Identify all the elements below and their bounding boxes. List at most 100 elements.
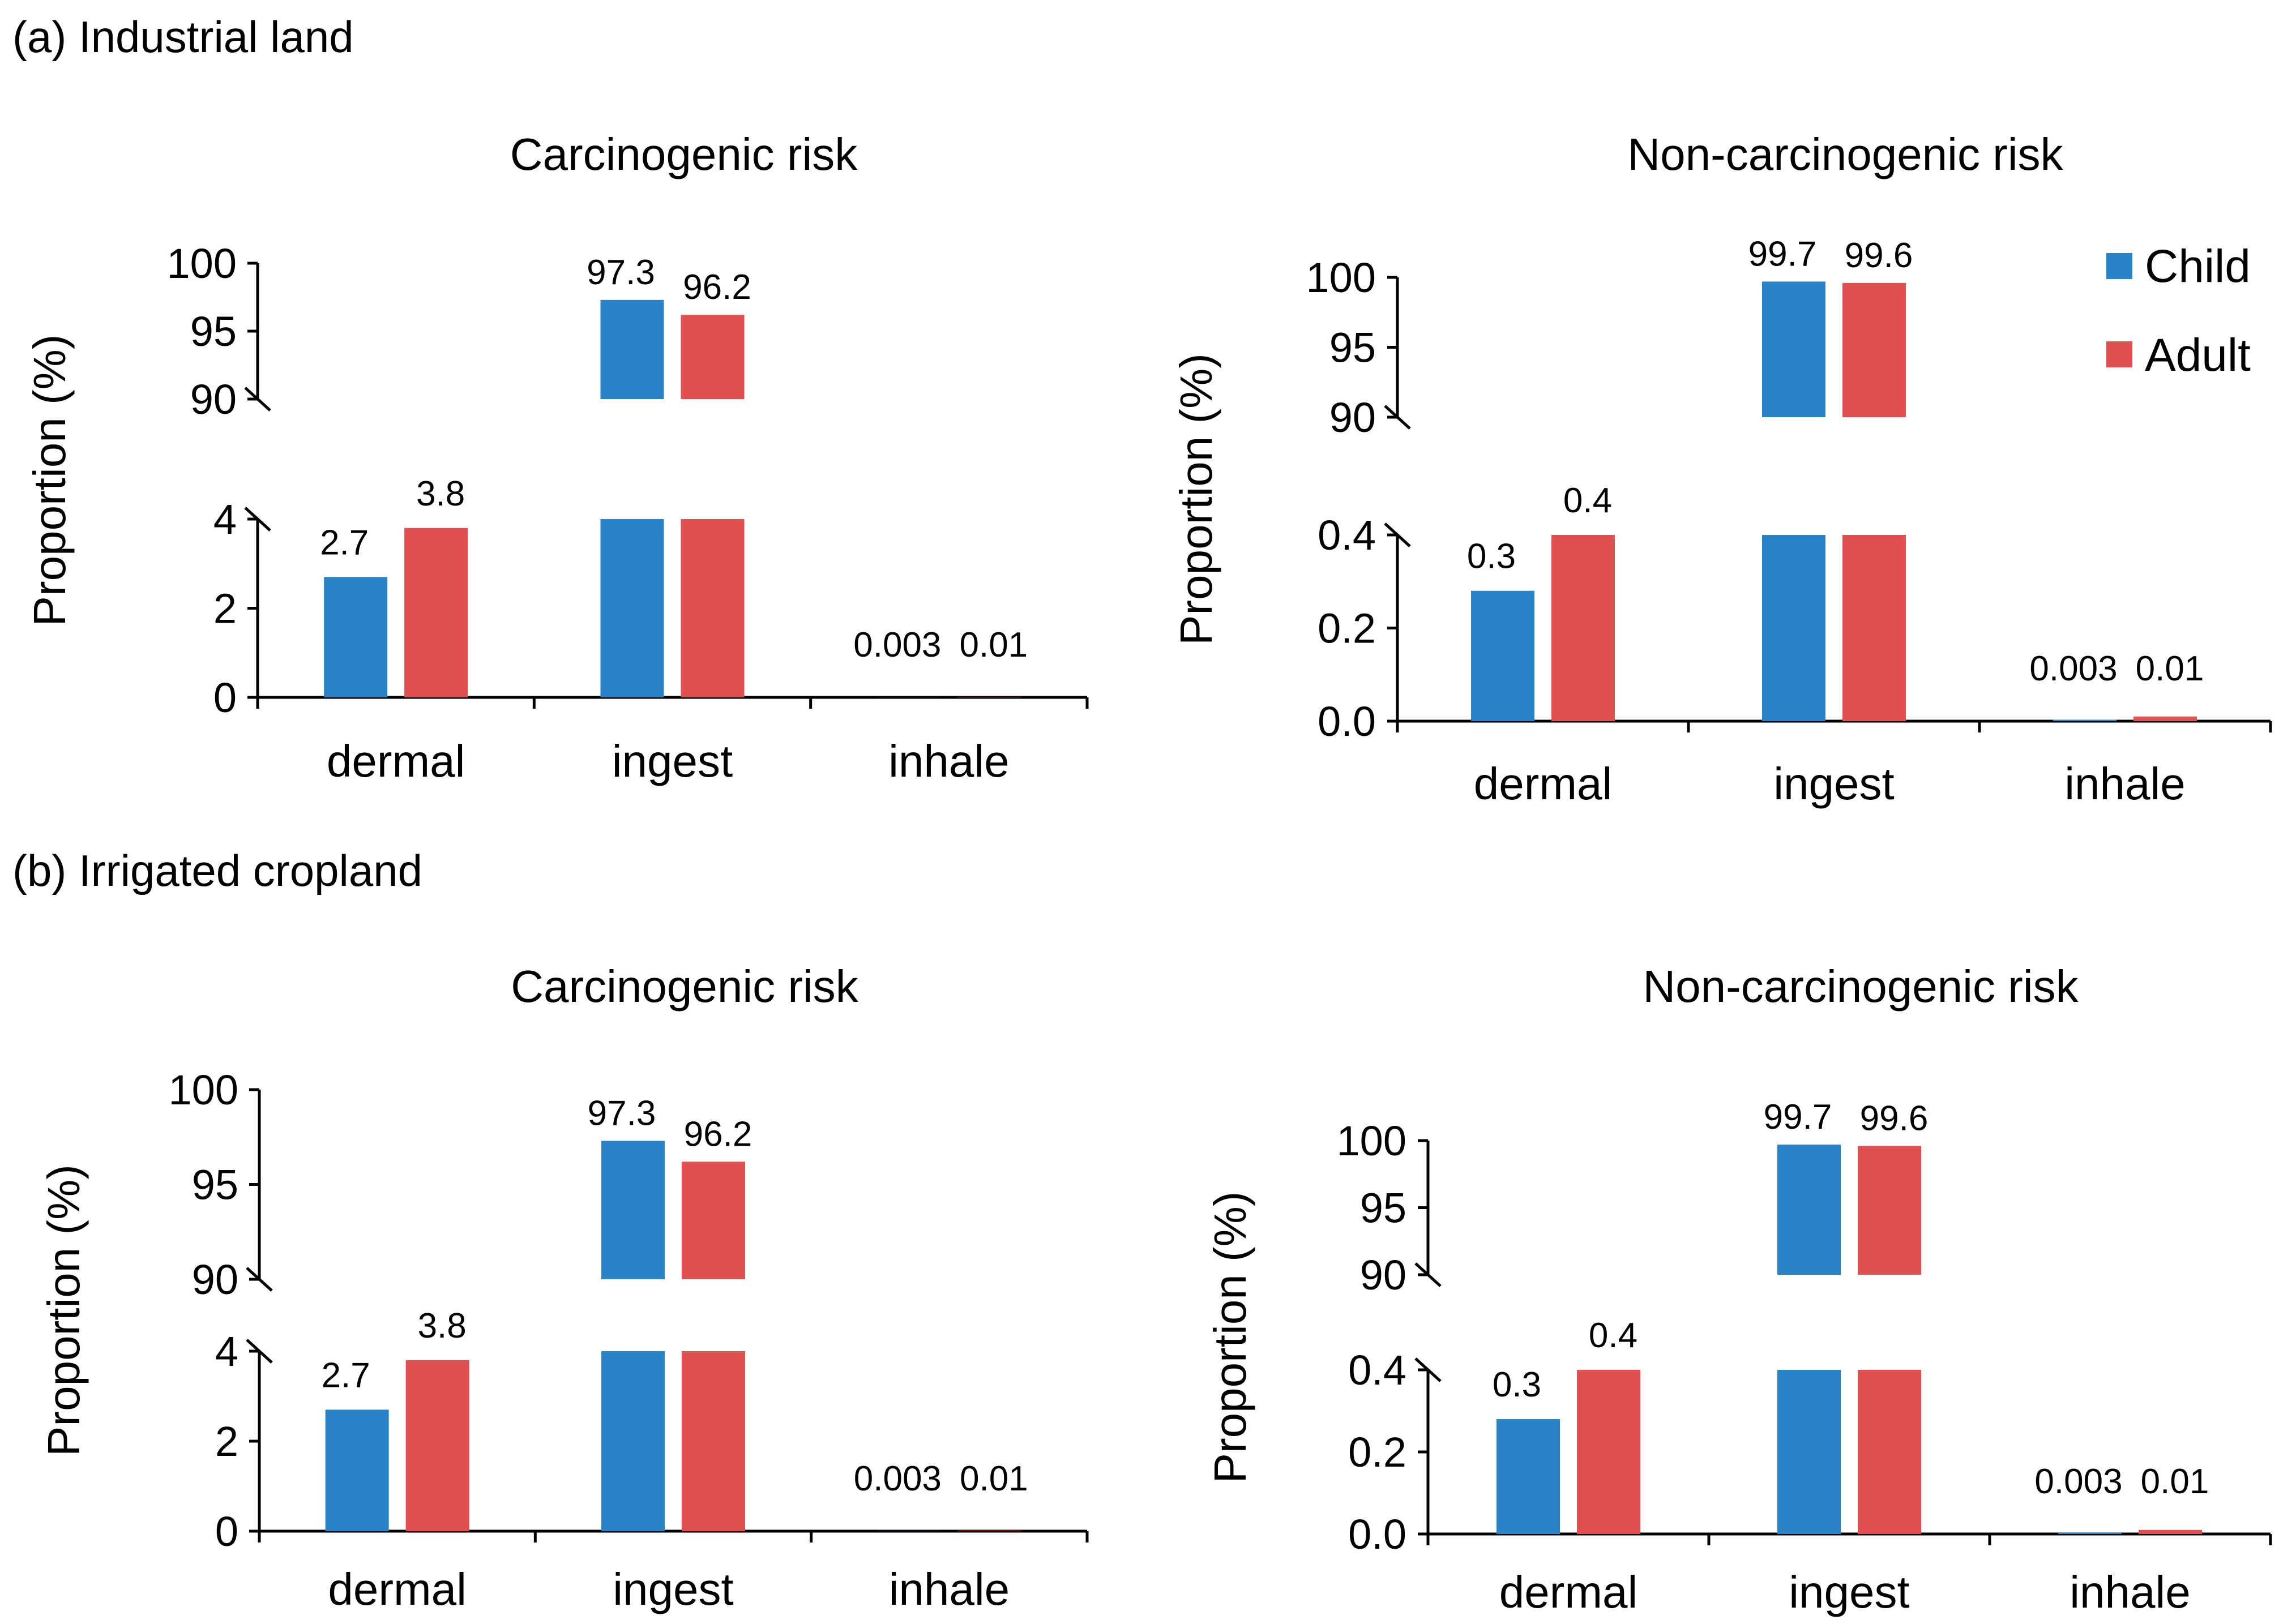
section-label-a: (a) Industrial land	[12, 12, 354, 62]
y-tick-label: 95	[190, 308, 237, 355]
y-tick-label: 90	[1329, 394, 1376, 441]
chart-cropland-noncarcinogenic: Non-carcinogenic risk Proportion (%) 90 95 1…	[1205, 961, 2272, 1617]
y-axis-title: Proportion (%)	[1171, 353, 1221, 645]
x-category-label: dermal	[327, 736, 465, 786]
bar-child-upper	[1777, 1145, 1841, 1275]
data-label-adult: 0.01	[960, 1459, 1028, 1498]
y-tick-label: 90	[1360, 1252, 1406, 1299]
x-category-label: dermal	[328, 1564, 467, 1614]
data-label-child: 0.003	[2034, 1462, 2122, 1501]
bar-adult-lower	[681, 519, 745, 697]
bar-child-lower	[601, 1351, 665, 1531]
data-label-adult: 99.6	[1860, 1099, 1929, 1138]
y-tick-label: 4	[215, 1328, 238, 1375]
bar-child-upper	[600, 299, 664, 399]
y-tick-label: 100	[1306, 254, 1376, 301]
y-tick-label: 2	[215, 1418, 238, 1465]
bar-adult-upper	[682, 1162, 745, 1279]
data-label-child: 97.3	[587, 253, 655, 292]
data-label-adult: 3.8	[418, 1306, 467, 1346]
chart-title: Carcinogenic risk	[510, 129, 858, 179]
chart-title: Non-carcinogenic risk	[1627, 129, 2063, 179]
y-tick-label: 0	[215, 1508, 238, 1555]
bar-adult	[405, 1360, 469, 1531]
bar-adult	[404, 528, 468, 697]
bar-adult	[1551, 535, 1615, 721]
data-label-adult: 99.6	[1845, 236, 1913, 275]
bar-adult-lower	[682, 1351, 745, 1531]
bar-adult-upper	[1858, 1146, 1921, 1275]
chart-title: Non-carcinogenic risk	[1643, 961, 2079, 1012]
y-axis-title: Proportion (%)	[24, 335, 75, 627]
y-tick-label: 95	[1329, 324, 1376, 371]
y-tick-label: 100	[1337, 1117, 1406, 1164]
y-tick-label: 0	[213, 674, 237, 721]
x-category-label: ingest	[1789, 1567, 1909, 1617]
bar-child	[325, 1409, 389, 1531]
data-label-adult: 0.01	[2141, 1462, 2209, 1501]
bar-child	[2053, 719, 2116, 721]
bar-child-upper	[1762, 281, 1825, 417]
section-label-b: (b) Irrigated cropland	[12, 846, 422, 895]
y-tick-label: 100	[169, 1066, 238, 1113]
data-label-child: 99.7	[1764, 1098, 1832, 1137]
bar-adult-upper	[681, 315, 745, 399]
y-axis-title: Proportion (%)	[39, 1164, 89, 1456]
data-label-adult: 0.01	[959, 625, 1028, 665]
data-label-child: 2.7	[322, 1356, 370, 1395]
y-tick-label: 100	[167, 240, 237, 287]
x-category-label: ingest	[612, 736, 733, 786]
y-tick-label: 0.0	[1348, 1511, 1406, 1558]
bar-child	[324, 577, 388, 697]
y-axis-title: Proportion (%)	[1205, 1192, 1255, 1484]
x-category-label: ingest	[613, 1564, 733, 1614]
y-tick-label: 0.4	[1348, 1347, 1406, 1394]
data-label-child: 0.3	[1467, 537, 1516, 576]
y-tick-label: 0.4	[1318, 512, 1376, 559]
legend-swatch-adult	[2106, 341, 2132, 367]
y-tick-label: 4	[213, 496, 237, 543]
bar-child	[1496, 1419, 1560, 1534]
legend: Child Adult	[2106, 241, 2251, 381]
y-tick-label: 2	[213, 585, 237, 632]
data-label-adult: 96.2	[684, 1115, 752, 1154]
x-category-label: dermal	[1474, 759, 1613, 809]
chart-cropland-carcinogenic: Carcinogenic risk Proportion (%) 90 95 100 0 2…	[39, 961, 1089, 1614]
data-label-child: 99.7	[1748, 234, 1817, 273]
x-category-label: dermal	[1499, 1567, 1638, 1617]
data-label-child: 0.003	[2029, 649, 2117, 688]
y-tick-label: 0.2	[1318, 605, 1376, 652]
y-tick-label: 0.2	[1348, 1429, 1406, 1476]
chart-industrial-carcinogenic: Carcinogenic risk Proportion (%) 90 95 100 0 2…	[24, 129, 1089, 786]
bar-adult	[2139, 1529, 2202, 1534]
legend-label-adult: Adult	[2145, 329, 2251, 381]
bar-adult-lower	[1858, 1370, 1921, 1534]
data-label-child: 0.003	[854, 1459, 942, 1498]
data-label-adult: 96.2	[683, 268, 751, 307]
bar-child-lower	[600, 519, 664, 697]
x-category-label: ingest	[1773, 759, 1894, 809]
x-category-label: inhale	[888, 736, 1010, 786]
bar-child-upper	[601, 1141, 665, 1279]
data-label-child: 2.7	[320, 523, 369, 562]
y-tick-label: 95	[1360, 1185, 1406, 1232]
data-label-child: 0.003	[853, 625, 941, 665]
data-label-adult: 0.4	[1589, 1316, 1637, 1355]
legend-swatch-child	[2106, 253, 2132, 279]
bar-child-lower	[1762, 535, 1825, 721]
x-category-label: inhale	[889, 1564, 1010, 1614]
y-tick-label: 95	[192, 1162, 238, 1209]
legend-label-child: Child	[2145, 241, 2251, 292]
x-category-label: inhale	[2064, 759, 2186, 809]
bar-child-lower	[1777, 1370, 1841, 1534]
bar-adult	[1577, 1370, 1640, 1534]
bar-adult-lower	[1842, 535, 1906, 721]
bar-adult-upper	[1842, 282, 1906, 417]
y-tick-label: 0.0	[1318, 698, 1376, 745]
bar-adult	[2133, 716, 2197, 721]
data-label-child: 97.3	[588, 1094, 656, 1133]
data-label-adult: 3.8	[416, 474, 465, 513]
chart-industrial-noncarcinogenic: Non-carcinogenic risk Proportion (%) 90 95 1…	[1171, 129, 2272, 809]
data-label-adult: 0.01	[2136, 649, 2204, 688]
